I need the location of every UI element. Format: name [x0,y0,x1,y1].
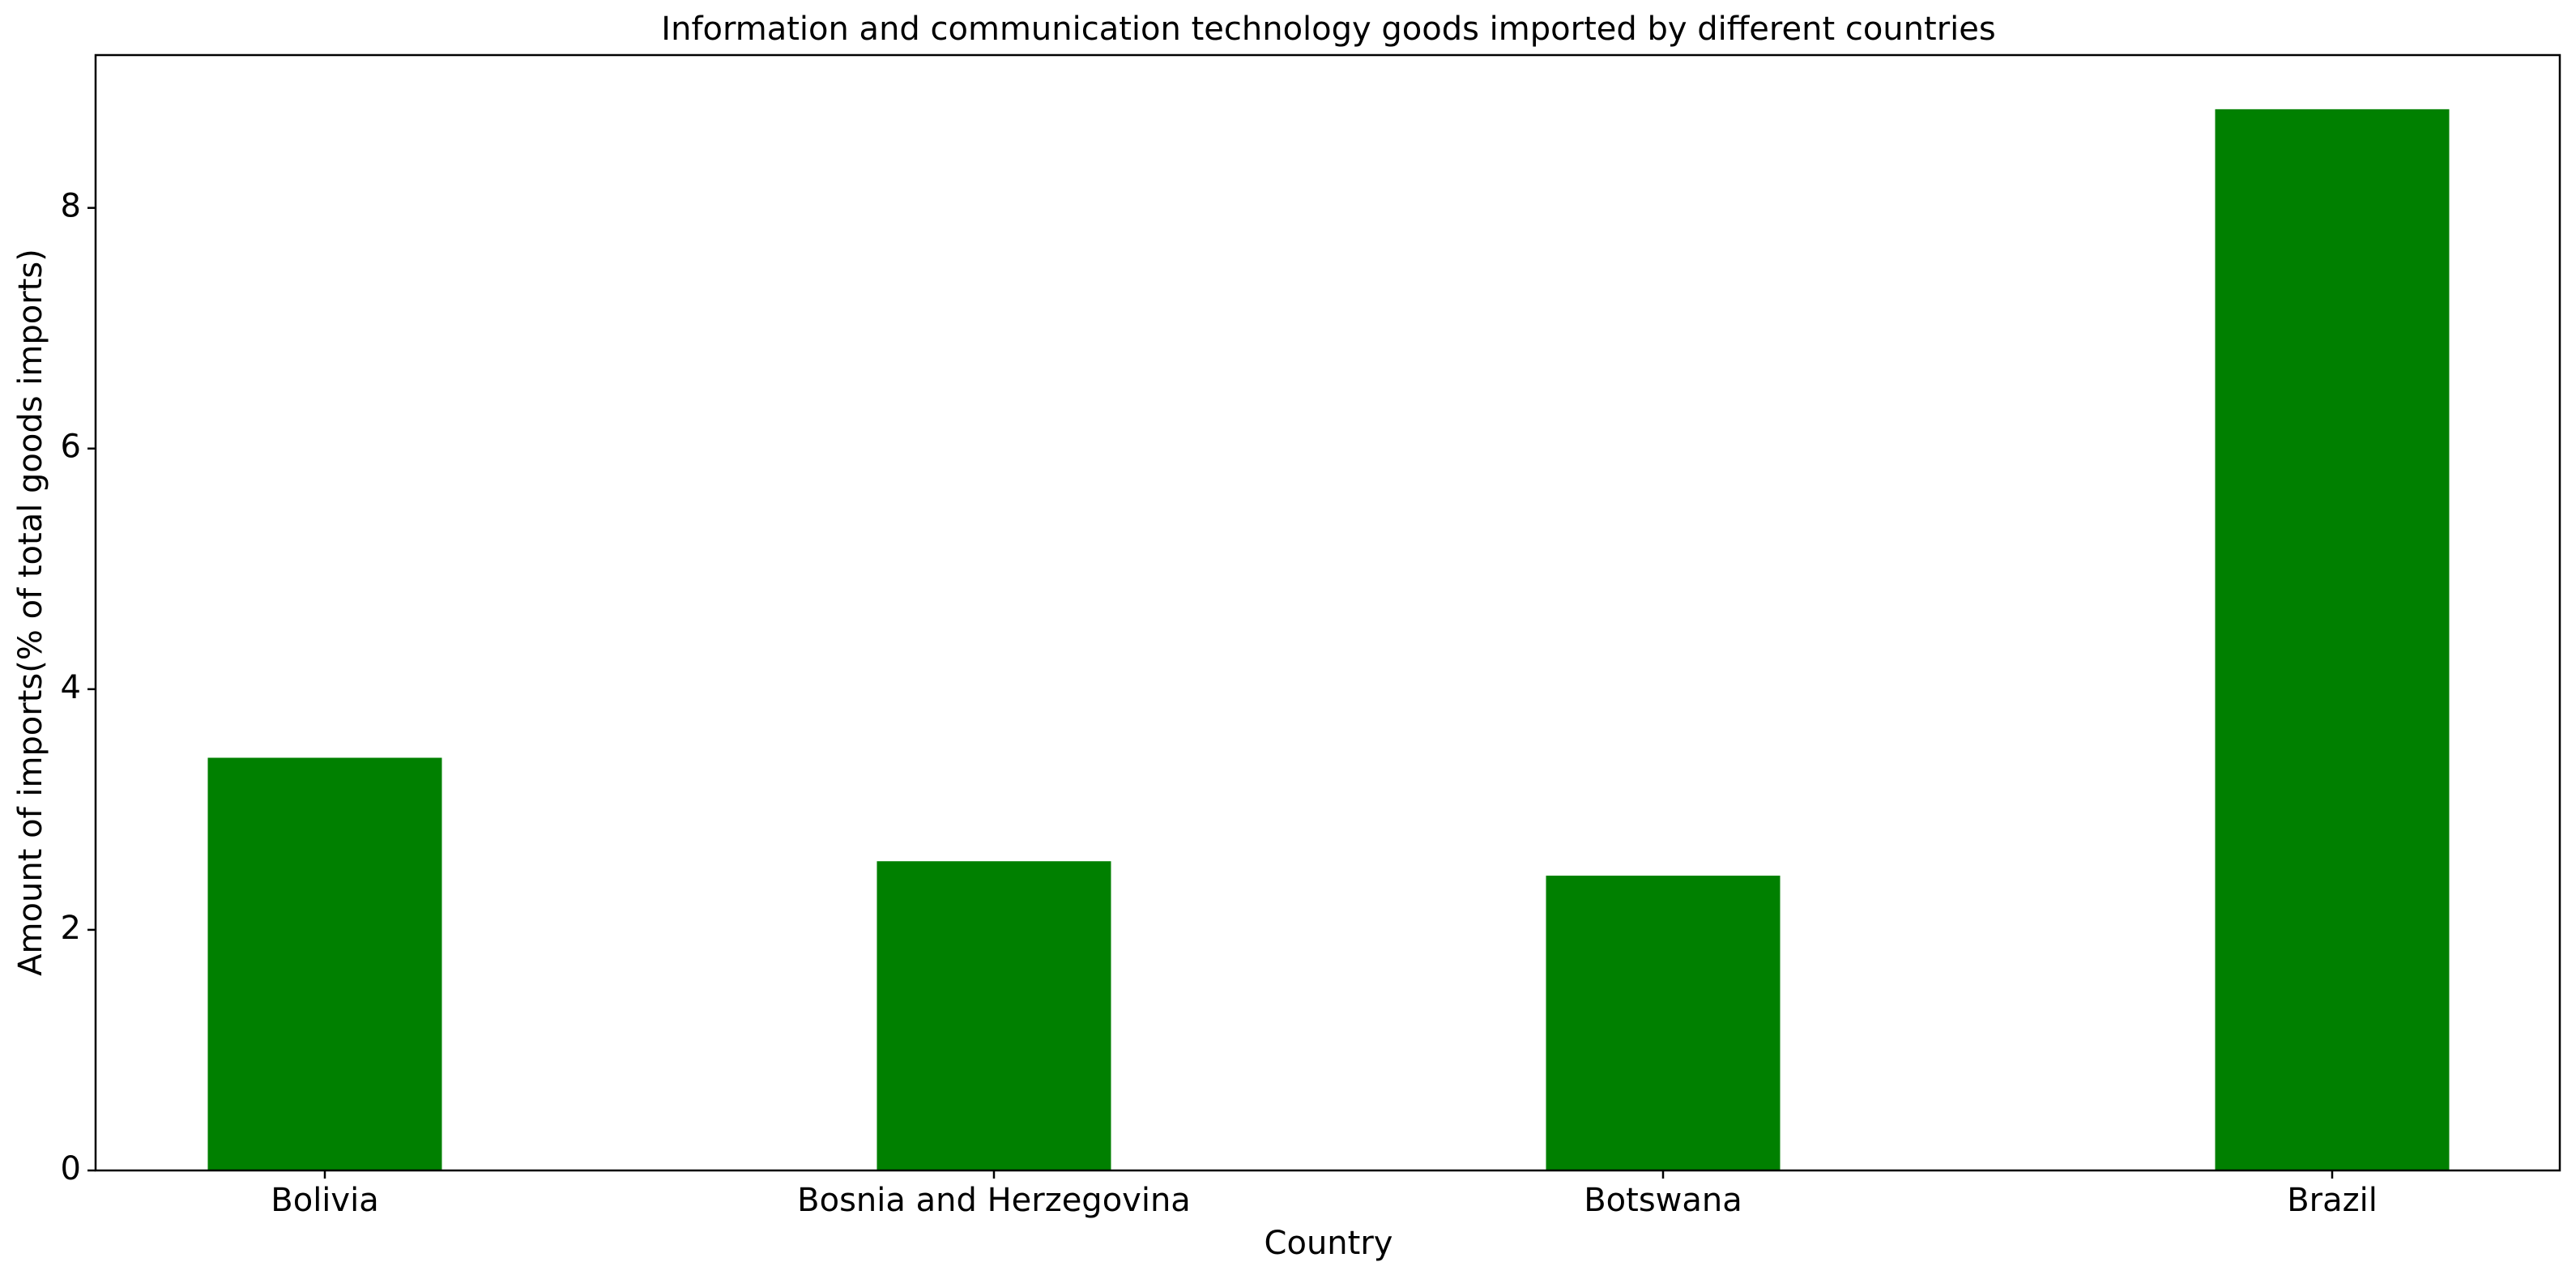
bar-bolivia [207,757,442,1170]
plot-area-frame [94,53,2561,1172]
y-tick-label: 0 [61,1150,81,1187]
bar-bosnia-and-herzegovina [876,861,1111,1170]
x-axis-label: Country [1265,1225,1393,1262]
y-tick-label: 6 [61,428,81,466]
bar-brazil [2215,109,2450,1170]
y-tick-label: 2 [61,910,81,947]
x-tick-label: Bosnia and Herzegovina [797,1182,1191,1219]
x-axis-ticks: Bolivia Bosnia and Herzegovina Botswana Bra… [271,1170,2378,1219]
chart-title: Information and communication technology… [661,11,1995,48]
y-axis-label: Amount of imports(% of total goods impor… [12,249,49,976]
x-tick-label: Brazil [2287,1182,2378,1219]
y-axis-ticks: 0 2 4 6 8 [61,188,96,1187]
bar-botswana [1546,876,1781,1170]
x-tick-label: Bolivia [271,1182,378,1219]
bars-layer [207,109,2450,1170]
y-tick-label: 4 [61,669,81,706]
x-tick-label: Botswana [1584,1182,1742,1219]
y-tick-label: 8 [61,188,81,225]
